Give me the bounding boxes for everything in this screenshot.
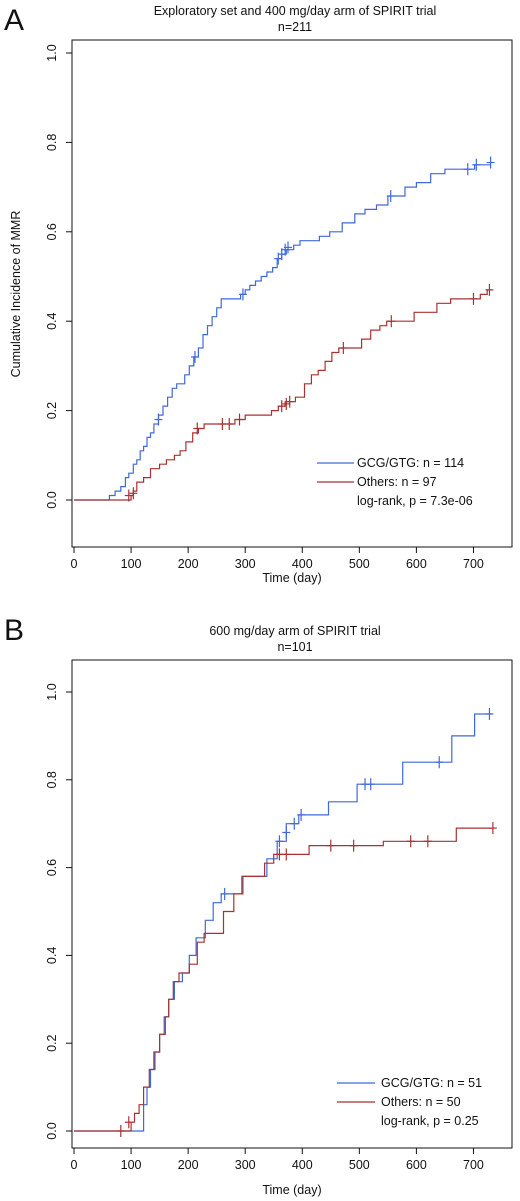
y-tick-label: 0.6	[45, 859, 59, 876]
x-tick-label: 400	[292, 557, 313, 571]
legend-logrank: log-rank, p = 7.3e-06	[357, 494, 473, 508]
chart-panel-b: B 600 mg/day arm of SPIRIT trial n=101 T…	[0, 600, 520, 1201]
chart-panel-a: A Exploratory set and 400 mg/day arm of …	[0, 0, 520, 600]
x-tick-label: 100	[121, 557, 142, 571]
x-tick-label: 0	[71, 557, 78, 571]
x-tick-label: 100	[121, 1158, 142, 1172]
chart-title: 600 mg/day arm of SPIRIT trial	[209, 624, 380, 638]
plot-frame	[71, 39, 513, 548]
chart-subtitle: n=211	[278, 20, 312, 34]
x-tick-label: 500	[349, 557, 370, 571]
y-tick-label: 0.2	[45, 402, 59, 419]
legend-label-gcg: GCG/GTG: n = 114	[357, 456, 464, 470]
chart-title: Exploratory set and 400 mg/day arm of SP…	[154, 4, 437, 18]
y-tick-label: 0.0	[45, 1122, 59, 1139]
x-tick-label: 200	[178, 1158, 199, 1172]
y-tick-label: 0.4	[45, 947, 59, 964]
x-tick-label: 700	[463, 557, 484, 571]
y-axis-title: Cumulative Incidence of MMR	[9, 211, 23, 378]
y-tick-label: 0.8	[45, 134, 59, 151]
x-tick-label: 200	[178, 557, 199, 571]
km-plot-b: B 600 mg/day arm of SPIRIT trial n=101 T…	[4, 614, 513, 1197]
y-tick-label: 0.4	[45, 312, 59, 329]
plot-frame	[71, 659, 513, 1149]
legend: GCG/GTG: n = 51 Others: n = 50 log-rank,…	[337, 1076, 482, 1128]
y-tick-label: 1.0	[45, 683, 59, 700]
x-tick-label: 300	[235, 1158, 256, 1172]
chart-subtitle: n=101	[277, 640, 312, 654]
legend: GCG/GTG: n = 114 Others: n = 97 log-rank…	[317, 456, 473, 508]
y-tick-label: 1.0	[45, 44, 59, 61]
km-plot-a: A Exploratory set and 400 mg/day arm of …	[4, 4, 513, 585]
series-line-gcg-gtg	[74, 164, 491, 501]
x-axis-title: Time (day)	[262, 1183, 321, 1197]
series-layer	[74, 707, 497, 1137]
x-axis-title: Time (day)	[262, 571, 321, 585]
y-tick-label: 0.6	[45, 223, 59, 240]
x-tick-label: 500	[349, 1158, 370, 1172]
x-tick-label: 300	[235, 557, 256, 571]
x-tick-label: 400	[292, 1158, 313, 1172]
legend-label-gcg: GCG/GTG: n = 51	[381, 1076, 482, 1090]
legend-label-others: Others: n = 97	[357, 475, 437, 489]
x-tick-label: 700	[463, 1158, 484, 1172]
legend-logrank: log-rank, p = 0.25	[381, 1114, 479, 1128]
panel-letter: B	[4, 614, 24, 647]
panel-letter: A	[4, 4, 24, 37]
legend-label-others: Others: n = 50	[381, 1095, 461, 1109]
axis-ticks: 0 100 200 300 400 500 600 700 0.0 0.2 0.4 0.6 0.8 1.0	[45, 44, 484, 571]
y-tick-label: 0.2	[45, 1034, 59, 1051]
series-layer	[74, 156, 495, 502]
x-tick-label: 600	[406, 557, 427, 571]
x-tick-label: 600	[406, 1158, 427, 1172]
y-tick-label: 0.0	[45, 491, 59, 508]
x-tick-label: 0	[71, 1158, 78, 1172]
y-tick-label: 0.8	[45, 771, 59, 788]
series-line-others	[74, 827, 492, 1132]
series-line-gcg-gtg	[74, 713, 492, 1132]
axis-ticks: 0 100 200 300 400 500 600 700 0.0 0.2 0.4 0.6 0.8 1.0	[45, 683, 484, 1172]
